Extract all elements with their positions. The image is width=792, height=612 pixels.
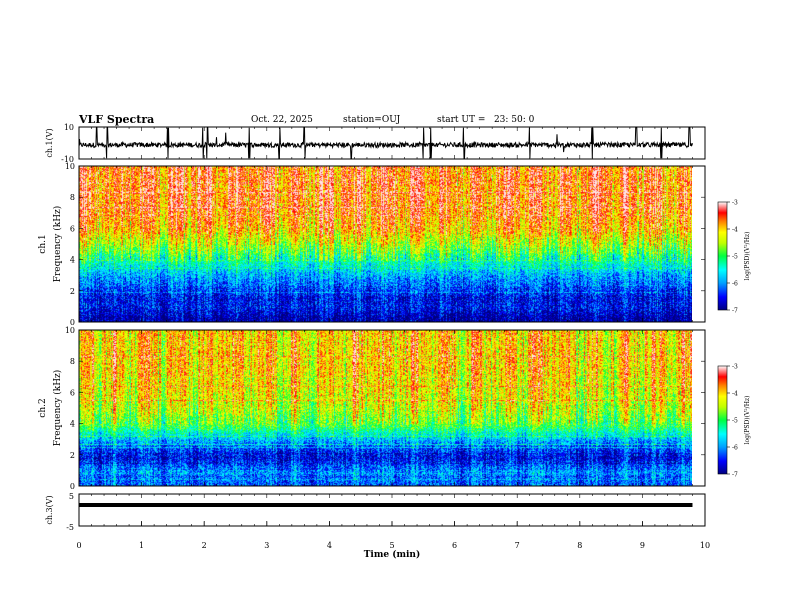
spec-ytick-label: 2 bbox=[70, 287, 75, 296]
colorbar-tick-label: -3 bbox=[732, 200, 738, 207]
colorbar-tick-label: -7 bbox=[732, 308, 738, 315]
x-tick-label: 1 bbox=[139, 541, 144, 550]
spec-ytick-label: 2 bbox=[70, 451, 75, 460]
x-axis-label: Time (min) bbox=[364, 549, 421, 560]
x-tick-label: 0 bbox=[76, 541, 81, 550]
spec-ytick-label: 8 bbox=[70, 357, 75, 366]
x-tick-label: 2 bbox=[202, 541, 207, 550]
ch2-colorbar bbox=[717, 365, 728, 475]
colorbar-tick-label: -3 bbox=[732, 364, 738, 371]
station-label: station=OUJ bbox=[343, 115, 401, 125]
ch2-spectrogram-image bbox=[79, 330, 692, 486]
start-ut-label: start UT = 23: 50: 0 bbox=[437, 115, 535, 125]
colorbar-tick-label: -5 bbox=[732, 254, 738, 261]
x-tick-label: 5 bbox=[389, 541, 394, 550]
x-tick-label: 7 bbox=[515, 541, 520, 550]
x-tick-label: 3 bbox=[264, 541, 269, 550]
x-tick-label: 10 bbox=[700, 541, 710, 550]
date-label: Oct. 22, 2025 bbox=[251, 115, 313, 125]
colorbar-tick-label: -7 bbox=[732, 472, 738, 479]
ch1-colorbar-label: log(PSD)(V²/Hz) bbox=[744, 232, 751, 281]
ch2-colorbar-label: log(PSD)(V²/Hz) bbox=[744, 396, 751, 445]
x-tick-label: 9 bbox=[640, 541, 645, 550]
colorbar-tick-label: -5 bbox=[732, 418, 738, 425]
colorbar-tick-label: -4 bbox=[732, 391, 738, 398]
ch3-frame bbox=[78, 493, 706, 527]
ch1-waveform-line bbox=[78, 127, 693, 159]
x-tick-label: 6 bbox=[452, 541, 457, 550]
spec-ytick-label: 4 bbox=[70, 420, 75, 429]
spec-ytick-label: 8 bbox=[70, 193, 75, 202]
ch1-ytick-top: 10 bbox=[64, 123, 74, 132]
figure-title: VLF Spectra bbox=[79, 113, 155, 126]
ch3-ylabel: ch.3(V) bbox=[45, 495, 54, 524]
spec-ytick-label: 6 bbox=[70, 388, 75, 397]
spec-ytick-label: 4 bbox=[70, 256, 75, 265]
ch3-ytick-top: 5 bbox=[69, 492, 74, 501]
ch1-spec-ylabel-channel: ch.1 bbox=[38, 234, 48, 253]
colorbar-tick-label: -4 bbox=[732, 227, 738, 234]
x-tick-label: 4 bbox=[327, 541, 332, 550]
ch1-ylabel: ch.1(V) bbox=[45, 128, 54, 157]
spec-ytick-label: 0 bbox=[70, 318, 75, 327]
colorbar-tick-label: -6 bbox=[732, 445, 738, 452]
spec-ytick-label: 10 bbox=[65, 326, 75, 335]
ch1-spectrogram-image bbox=[79, 166, 692, 322]
ch2-spec-ylabel-channel: ch.2 bbox=[38, 398, 48, 417]
ch1-waveform-panel: 10 -10 ch.1(V) bbox=[45, 123, 706, 164]
ch3-waveform-panel: 5 -5 ch.3(V) bbox=[45, 492, 706, 532]
ch1-ytick-bottom: -10 bbox=[61, 155, 74, 164]
spec-ytick-label: 6 bbox=[70, 224, 75, 233]
spec-ytick-label: 0 bbox=[70, 482, 75, 491]
ch1-colorbar bbox=[717, 201, 728, 311]
colorbar-tick-label: -6 bbox=[732, 281, 738, 288]
spec-ytick-label: 10 bbox=[65, 162, 75, 171]
x-tick-label: 8 bbox=[577, 541, 582, 550]
ch3-ytick-bottom: -5 bbox=[66, 523, 74, 532]
ch2-spec-ylabel-freq: Frequency (kHz) bbox=[52, 370, 63, 447]
ch1-spec-ylabel-freq: Frequency (kHz) bbox=[52, 206, 63, 283]
